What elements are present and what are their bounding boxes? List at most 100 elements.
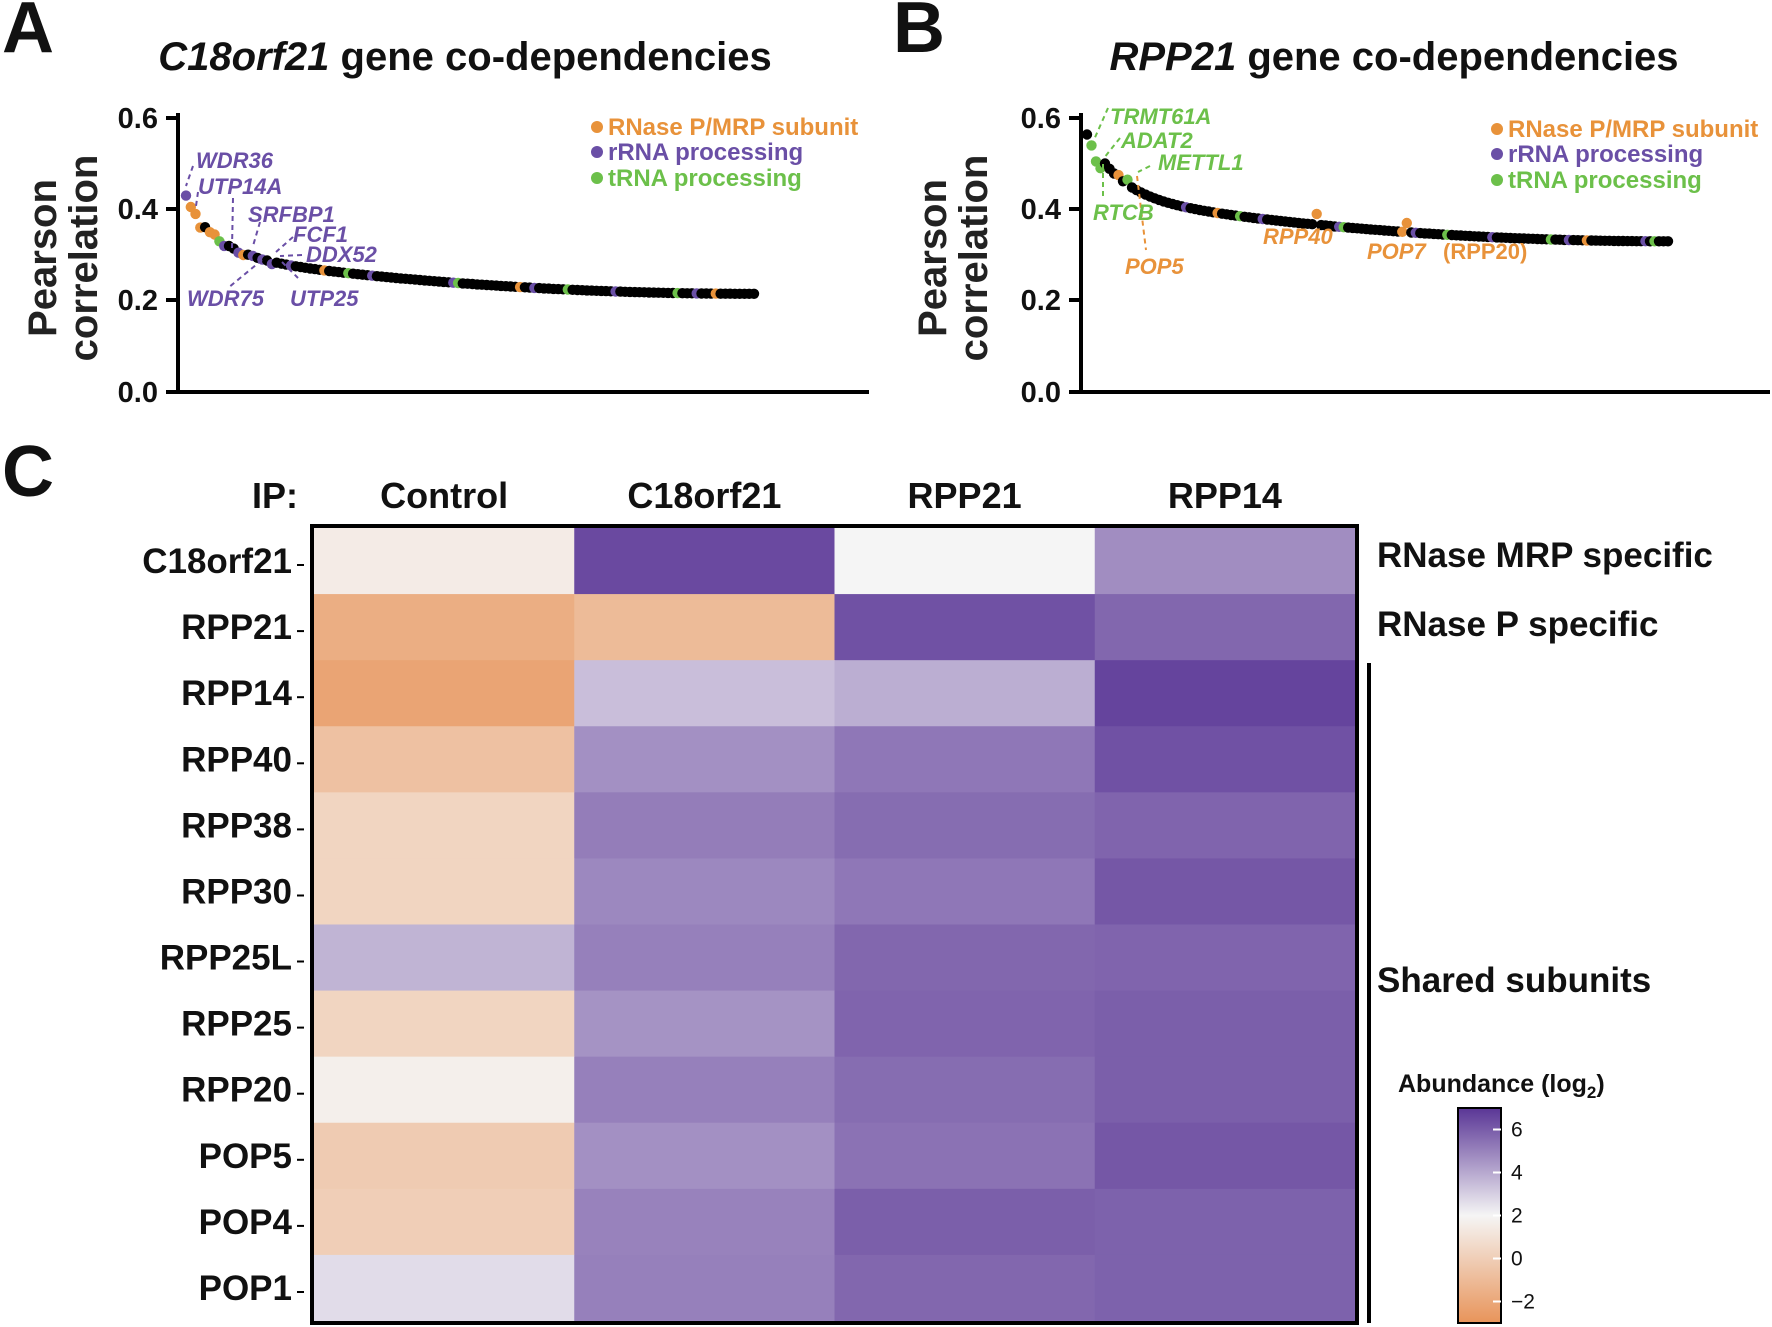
heatmap-row-label: POP5 [199, 1137, 292, 1176]
data-point-rrna [180, 190, 192, 201]
data-point-rnase [1311, 208, 1322, 220]
heatmap-row-label: RPP14 [181, 674, 292, 713]
heatmap-cell [574, 924, 836, 992]
heatmap-border [310, 524, 1359, 1325]
legend-label-trna: tRNA processing [1508, 167, 1702, 194]
heatmap-row-label: RPP20 [181, 1071, 292, 1110]
legend-label-rnase: RNase P/MRP subunit [608, 114, 858, 141]
annotation-pop5: POP5 [1125, 254, 1184, 279]
heatmap-cell [1094, 660, 1356, 727]
legend-dot-rrna [591, 146, 603, 158]
data-point-rnase [1397, 226, 1408, 237]
panel-a-points [180, 190, 760, 299]
annotation-rpp20: (RPP20) [1443, 239, 1527, 264]
colorbar-tick-label: 0 [1511, 1248, 1523, 1271]
heatmap-row-label: POP4 [199, 1203, 293, 1242]
heatmap-row-label: RPP21 [181, 608, 292, 647]
heatmap-cell [1094, 594, 1356, 661]
panel-b-ylabel-line1: Pearson [911, 179, 955, 337]
heatmap-cell [574, 726, 836, 793]
data-point-rnase [190, 208, 201, 220]
annotation-rtcb: RTCB [1093, 200, 1154, 225]
heatmap-row-label: RPP30 [181, 873, 292, 912]
legend-label-rrna: rRNA processing [1508, 141, 1703, 168]
heatmap-cell [314, 1122, 575, 1190]
panel-b-letter: B [893, 0, 945, 68]
colorbar-title: Abundance (log2) [1398, 1070, 1605, 1102]
annotation-utp25: UTP25 [290, 286, 359, 311]
annotation-pop7: POP7 [1367, 239, 1427, 264]
heatmap-cell [1094, 1122, 1356, 1190]
panel-b-ytick-label: 0.4 [1021, 194, 1061, 226]
heatmap-cell [834, 528, 1096, 595]
legend-dot-rrna [1491, 148, 1503, 160]
panel-b-ylabel-line2: correlation [952, 155, 996, 362]
heatmap-cell [1094, 924, 1356, 992]
heatmap-cell [314, 858, 575, 926]
heatmap-cell [834, 1188, 1096, 1256]
leader-line [279, 254, 303, 257]
group-label-rnasep: RNase P specific [1377, 605, 1658, 644]
panel-a-ytick-label: 0.6 [118, 103, 158, 135]
annotation-fcf1: FCF1 [293, 222, 348, 247]
panel-a-annotations [185, 165, 303, 289]
colorbar-tick-label: 6 [1511, 1119, 1523, 1142]
heatmap-cell [1094, 528, 1356, 595]
panel-a-ytick-label: 0.0 [118, 377, 158, 409]
heatmap-cell [314, 594, 575, 661]
heatmap-cell [314, 990, 575, 1058]
data-point [1662, 236, 1674, 247]
heatmap-column-label: C18orf21 [627, 475, 781, 516]
panel-a-legend: RNase P/MRP subunit rRNA processing tRNA… [591, 114, 858, 192]
legend-label-trna: tRNA processing [608, 165, 802, 192]
heatmap-cell [1094, 990, 1356, 1058]
panel-b-title-rest: gene co-dependencies [1236, 35, 1678, 79]
heatmap-cell [1094, 1188, 1356, 1256]
group-label-mrp: RNase MRP specific [1377, 536, 1713, 575]
panel-a-axes: 0.0 0.2 0.4 0.6 [118, 103, 869, 409]
heatmap-cell [574, 1254, 836, 1322]
heatmap-cell [834, 924, 1096, 992]
heatmap-row-label: RPP40 [181, 740, 292, 779]
annotation-mettl1: METTL1 [1158, 150, 1244, 175]
leader-line [252, 221, 261, 247]
heatmap-cell [314, 1056, 575, 1124]
annotation-utp14a: UTP14A [198, 174, 282, 199]
panel-a-ytick-label: 0.2 [118, 285, 158, 317]
heatmap-row-label: RPP38 [181, 806, 292, 845]
leader-line [185, 165, 194, 187]
heatmap-cell [834, 1122, 1096, 1190]
heatmap-cell [314, 726, 575, 793]
panel-b-ytick-label: 0.6 [1021, 103, 1061, 135]
leader-line [231, 197, 234, 249]
legend-label-rnase: RNase P/MRP subunit [1508, 116, 1758, 143]
data-point [1307, 219, 1318, 230]
heatmap-cell [314, 1188, 575, 1256]
panel-b-legend: RNase P/MRP subunit rRNA processing tRNA… [1491, 116, 1758, 194]
data-point-trna [1086, 140, 1097, 151]
annotation-rpp40: RPP40 [1263, 224, 1333, 249]
heatmap-cell [314, 924, 575, 992]
heatmap-cell [834, 792, 1096, 860]
panel-a-title-gene: C18orf21 [158, 35, 329, 79]
heatmap-cell [574, 594, 836, 661]
colorbar-tick-label: 4 [1511, 1162, 1523, 1185]
heatmap-cell [314, 660, 575, 727]
heatmap-cell [834, 726, 1096, 793]
panel-a-title: C18orf21 gene co-dependencies [158, 35, 772, 79]
heatmap-cell [834, 594, 1096, 661]
annotation-wdr36: WDR36 [196, 148, 274, 173]
leader-line [227, 259, 263, 289]
colorbar-tick-label: 2 [1511, 1205, 1523, 1228]
heatmap-cell [1094, 792, 1356, 860]
heatmap-groups: RNase MRP specific RNase P specific Shar… [1367, 536, 1713, 1323]
heatmap-row-label: POP1 [199, 1269, 292, 1308]
legend-dot-trna [1491, 174, 1503, 186]
heatmap-cell [1094, 1056, 1356, 1124]
heatmap-cell [314, 792, 575, 860]
heatmap-cell [574, 1188, 836, 1256]
heatmap-cell [574, 660, 836, 727]
heatmap-cell [574, 990, 836, 1058]
heatmap-column-label: Control [380, 475, 508, 516]
heatmap-cell [574, 528, 836, 595]
